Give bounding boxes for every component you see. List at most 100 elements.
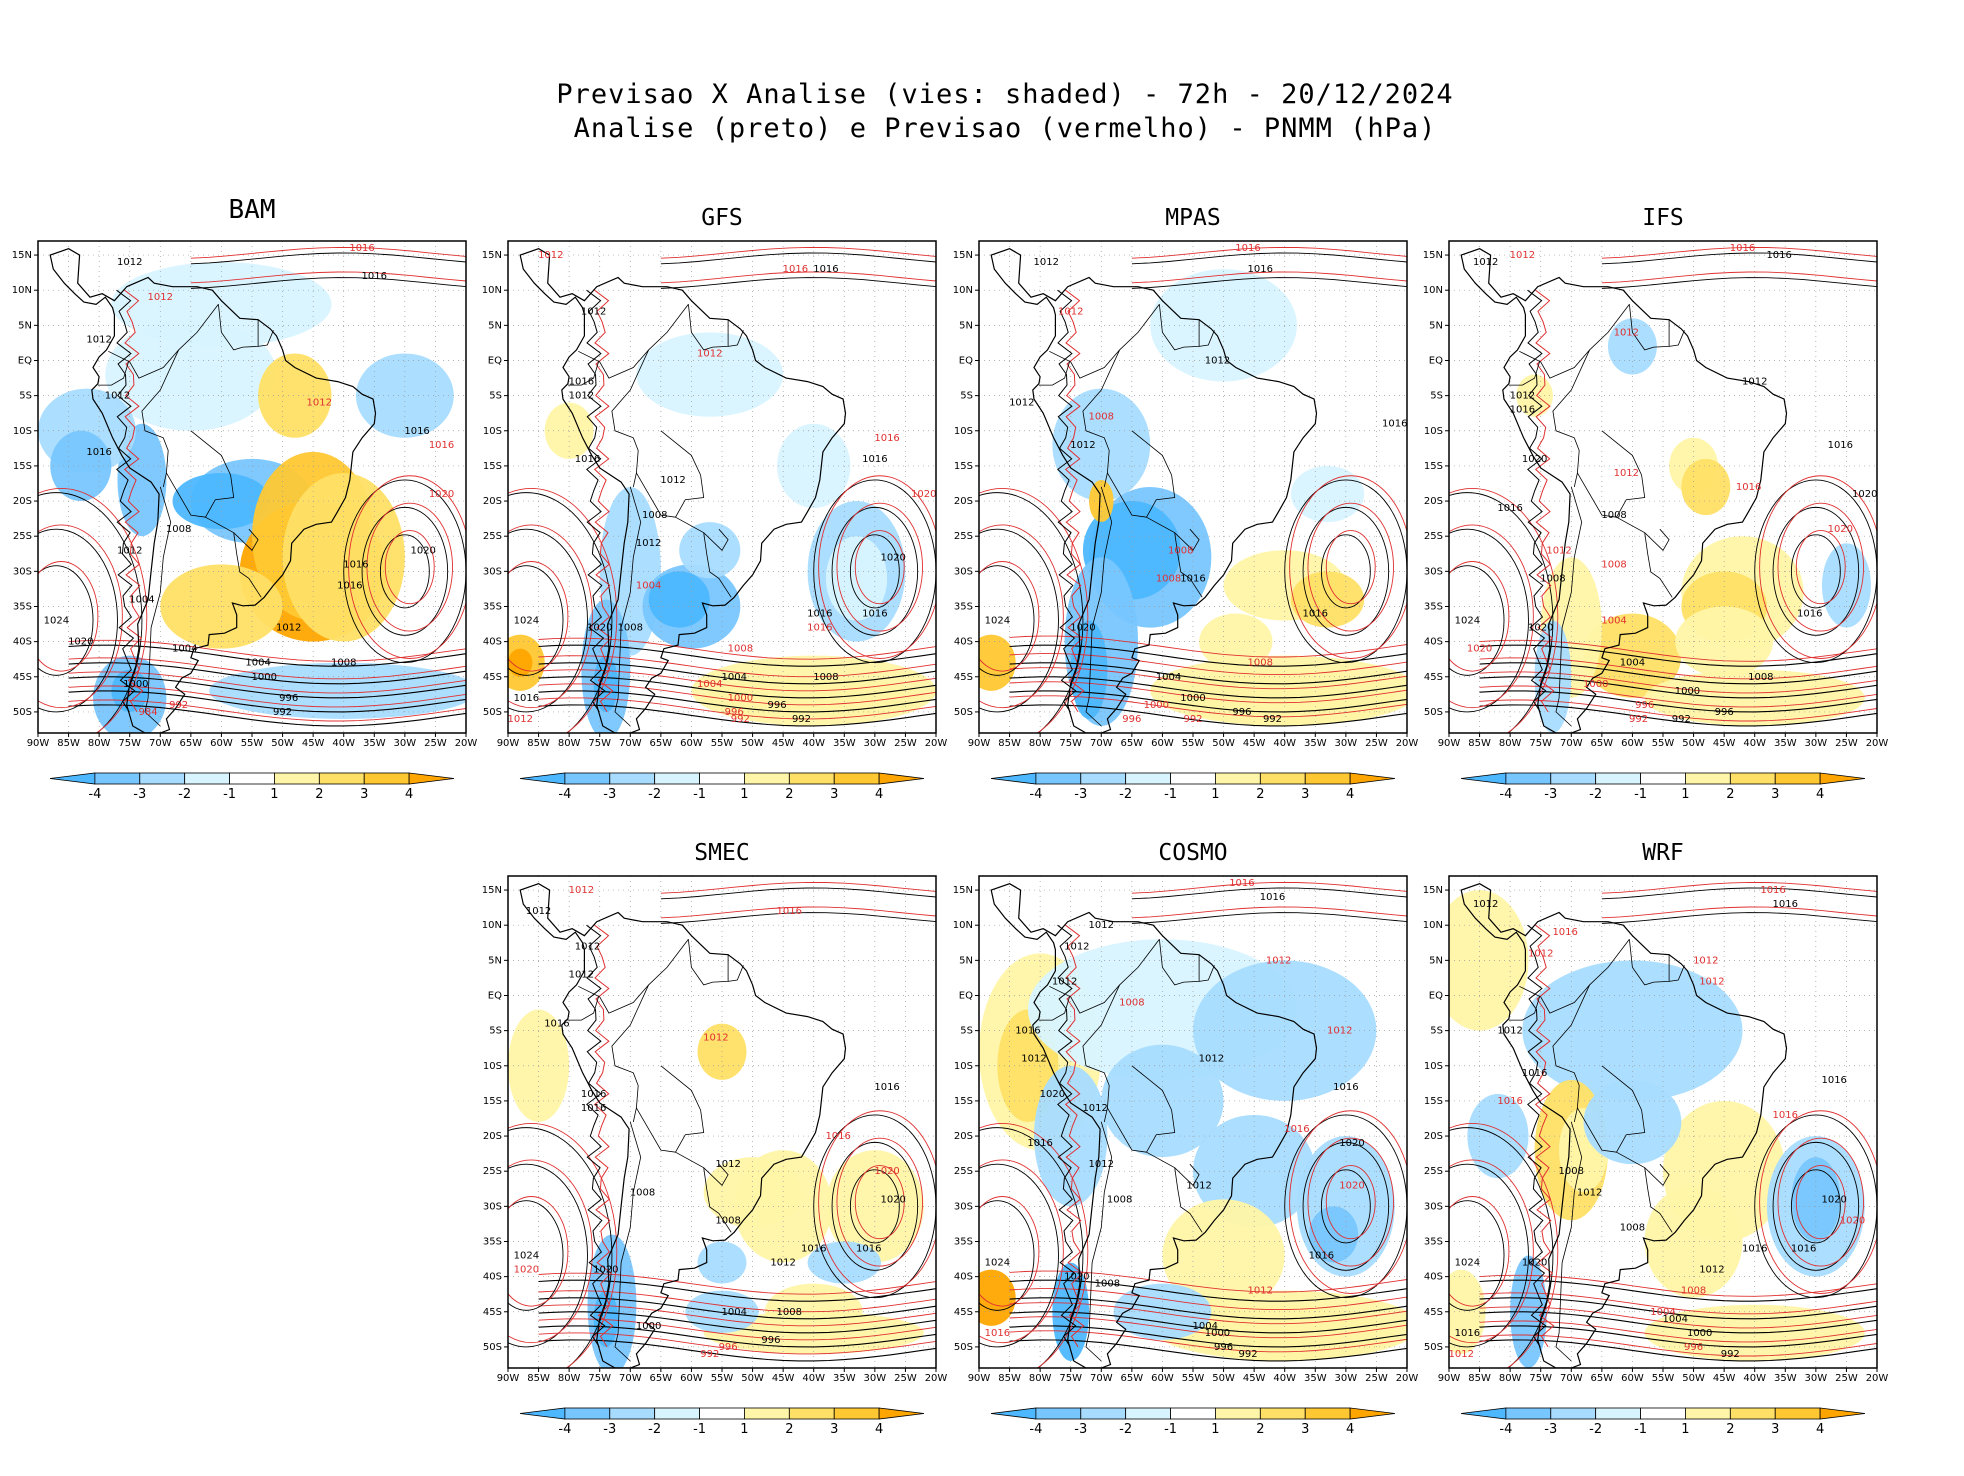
- colorbar-box: [1640, 772, 1686, 785]
- colorbar-label: 4: [405, 787, 413, 802]
- lon-tick-label: 30W: [1335, 738, 1358, 749]
- country-border: [1038, 996, 1070, 1021]
- contour-label: 1012: [148, 292, 173, 303]
- lon-tick-label: 20W: [925, 738, 948, 749]
- colorbar-label: 1: [1211, 787, 1219, 802]
- lon-tick-label: 20W: [455, 738, 478, 749]
- lon-tick-label: 80W: [558, 738, 581, 749]
- isobar-line: [660, 271, 936, 284]
- isobar-ring: [508, 1196, 569, 1307]
- contour-label: 1008: [813, 672, 838, 683]
- isobar-ring: [1790, 534, 1841, 609]
- lat-tick-label: 30S: [1424, 1201, 1443, 1212]
- contour-label: 1016: [1015, 1026, 1040, 1037]
- bias-shading: [807, 1241, 881, 1284]
- lat-tick-label: 10N: [1423, 285, 1443, 296]
- contour-label: 1020: [911, 489, 936, 500]
- lat-tick-label: EQ: [959, 355, 973, 366]
- lat-tick-label: 25S: [483, 531, 502, 542]
- lon-tick-label: 45W: [1713, 1373, 1736, 1384]
- contour-label: 996: [767, 700, 786, 711]
- contour-label: 1016: [862, 609, 887, 620]
- isobar-ring: [508, 492, 613, 733]
- lat-tick-label: EQ: [488, 355, 502, 366]
- lon-tick-label: 50W: [741, 1373, 764, 1384]
- lon-tick-label: 55W: [711, 738, 734, 749]
- bias-shading: [50, 430, 112, 502]
- country-border: [728, 965, 744, 982]
- contour-label: 1000: [1675, 686, 1700, 697]
- colorbar-label: 4: [875, 1422, 883, 1437]
- lon-tick-label: 65W: [1591, 1373, 1614, 1384]
- colorbar-label: -3: [1074, 787, 1087, 802]
- lon-tick-label: 60W: [1621, 738, 1644, 749]
- contour-label: 992: [1263, 714, 1282, 725]
- isobar-line: [1601, 887, 1877, 900]
- contour-label: 1012: [770, 1258, 795, 1269]
- lon-tick-label: 45W: [302, 738, 325, 749]
- map-panel-bam: BAM 1012 1016 1016 1012 1012 1012 1012 1016 1016…: [12, 195, 478, 841]
- country-border: [1159, 304, 1200, 351]
- isobar-ring: [1449, 1159, 1534, 1344]
- isobar-ring: [1284, 1114, 1407, 1299]
- contour-label: 1000: [728, 693, 753, 704]
- isobar-ring: [818, 475, 936, 659]
- lat-tick-label: 20S: [954, 496, 973, 507]
- lon-tick-label: 20W: [1396, 1373, 1419, 1384]
- map-svg: 1016101210161012101210121008101210161008…: [953, 240, 1418, 802]
- isobar-line: [68, 704, 466, 727]
- country-border: [1616, 1151, 1670, 1186]
- colorbar-box: [1035, 1407, 1082, 1420]
- lat-tick-label: 15N: [953, 250, 973, 261]
- isobar-ring: [38, 528, 118, 713]
- isobar-ring: [1449, 528, 1529, 713]
- colorbar-box: [1304, 1407, 1351, 1420]
- contour-label: 1008: [1748, 672, 1773, 683]
- contour-label: 996: [1122, 714, 1141, 725]
- colorbar-box: [654, 772, 700, 785]
- contour-label: 992: [1629, 714, 1648, 725]
- colorbar-label: -3: [1544, 1422, 1557, 1437]
- isobar-line: [660, 252, 936, 265]
- contour-label: 1020: [1522, 454, 1547, 465]
- country-border: [611, 984, 649, 1123]
- isobar-ring: [979, 487, 1089, 733]
- contour-label: 984: [139, 707, 158, 718]
- isobar-ring: [1777, 1137, 1864, 1267]
- lat-tick-label: 30S: [483, 566, 502, 577]
- lon-tick-label: 85W: [527, 738, 550, 749]
- isobar-line: [1131, 252, 1407, 265]
- map-panel-gfs: GFS 1012 1016 1016 1012 1012 1016 1012 1016 1016…: [482, 205, 948, 841]
- lon-tick-label: 80W: [558, 1373, 581, 1384]
- isobar-ring: [1307, 502, 1394, 632]
- contour-label: 1012: [105, 391, 130, 402]
- contour-label: 992: [169, 700, 188, 711]
- lon-tick-label: 50W: [1212, 738, 1235, 749]
- bias-shading: [648, 571, 710, 628]
- isobar-ring: [979, 1122, 1089, 1368]
- country-border: [1199, 965, 1215, 982]
- contour-label: 992: [1238, 1349, 1257, 1360]
- contour-label: 1016: [807, 623, 832, 634]
- lat-tick-label: EQ: [1429, 990, 1443, 1001]
- colorbar-box: [699, 1407, 745, 1420]
- contour-label: 1000: [1687, 1328, 1712, 1339]
- lon-tick-label: 35W: [833, 1373, 856, 1384]
- colorbar-box: [1080, 1407, 1127, 1420]
- lat-tick-label: 15N: [1423, 885, 1443, 896]
- contour-label: 1008: [1620, 1222, 1645, 1233]
- colorbar-label: -4: [1029, 1422, 1042, 1437]
- lat-tick-label: 15S: [483, 1096, 502, 1107]
- isobar-ring: [1302, 506, 1390, 636]
- contour-label: 1020: [1840, 1215, 1865, 1226]
- contour-label: 1016: [1773, 1110, 1798, 1121]
- contour-label: 996: [1715, 707, 1734, 718]
- contour-label: 1012: [1497, 1026, 1522, 1037]
- lat-tick-label: 5N: [1429, 955, 1443, 966]
- lat-tick-label: 45S: [954, 672, 973, 683]
- contour-label: 1020: [1528, 623, 1553, 634]
- colorbar-box: [744, 1407, 790, 1420]
- lon-tick-label: 70W: [1090, 738, 1113, 749]
- contour-label: 1020: [587, 623, 612, 634]
- contour-label: 1008: [1089, 412, 1114, 423]
